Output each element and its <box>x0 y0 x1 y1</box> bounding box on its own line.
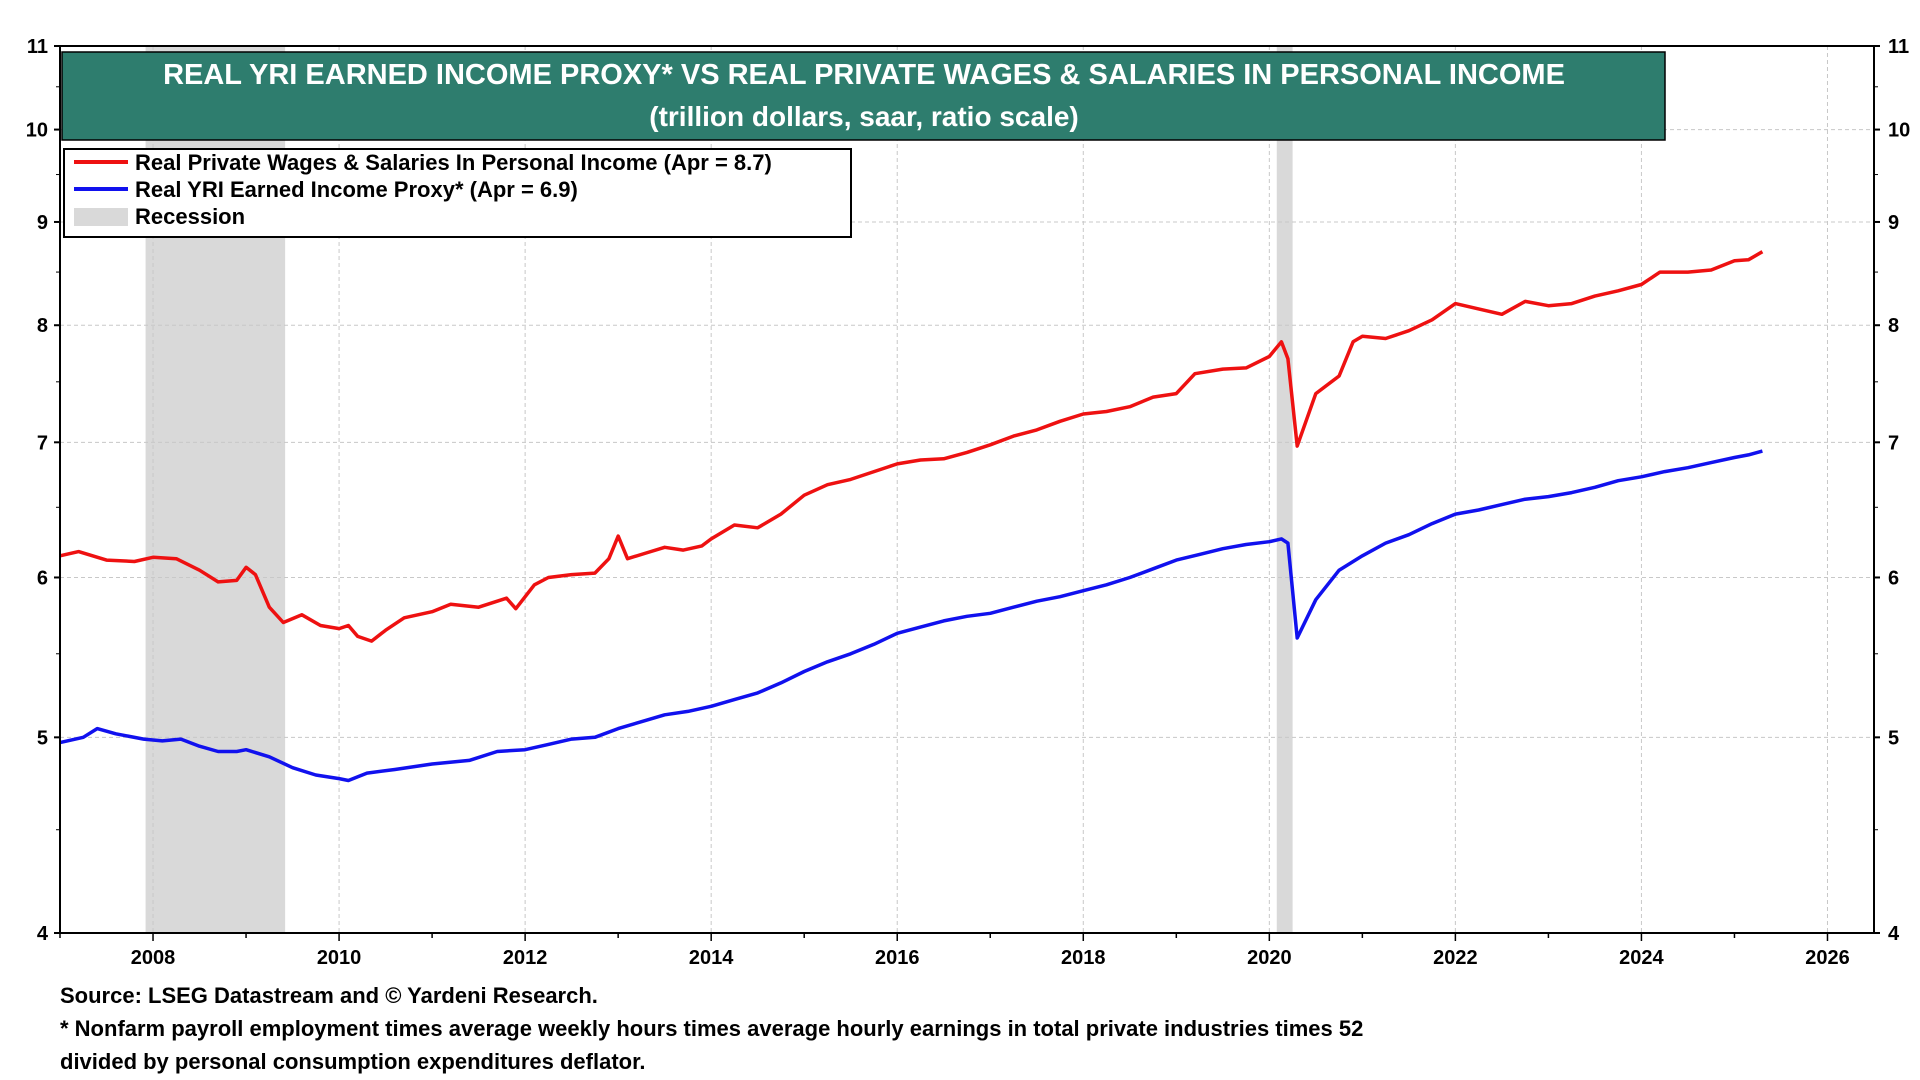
footnote-line-2: divided by personal consumption expendit… <box>60 1049 646 1074</box>
series-line-proxy <box>59 449 1763 783</box>
legend-label-recession: Recession <box>135 204 245 229</box>
x-tick-label: 2008 <box>131 947 176 969</box>
x-tick-label: 2024 <box>1619 947 1664 969</box>
series-lines <box>59 250 1764 783</box>
y-tick-label-right: 6 <box>1888 567 1899 589</box>
x-tick-label: 2016 <box>875 947 920 969</box>
x-tick-label: 2018 <box>1061 947 1106 969</box>
series-line-wages <box>59 250 1764 643</box>
chart-title: REAL YRI EARNED INCOME PROXY* VS REAL PR… <box>163 59 1565 91</box>
x-axis-ticks: 2008 2010 2012 2014 2016 2018 2020 2022 2024 2026 <box>59 933 1850 969</box>
title-background <box>61 51 1666 141</box>
y-axis-ticks: 4 4 5 5 6 6 7 7 8 8 9 9 10 10 11 11 <box>26 36 1911 945</box>
x-tick-label: 2022 <box>1433 947 1478 969</box>
legend-label-wages: Real Private Wages & Salaries In Persona… <box>135 150 772 175</box>
plot-frame <box>59 45 1875 934</box>
x-tick-label: 2014 <box>689 947 734 969</box>
y-tick-label-right: 4 <box>1888 923 1900 945</box>
y-tick-label-right: 7 <box>1888 432 1899 454</box>
legend-box <box>63 148 852 238</box>
legend-label-proxy: Real YRI Earned Income Proxy* (Apr = 6.9… <box>135 177 578 202</box>
y-tick-label-right: 8 <box>1888 315 1899 337</box>
legend: Real Private Wages & Salaries In Persona… <box>63 148 852 238</box>
y-tick-label-right: 11 <box>1888 36 1909 58</box>
y-tick-label-left: 11 <box>27 36 48 58</box>
y-tick-label-left: 8 <box>37 315 48 337</box>
title-box: REAL YRI EARNED INCOME PROXY* VS REAL PR… <box>61 51 1666 141</box>
y-tick-label-left: 5 <box>37 727 48 749</box>
y-tick-label-left: 4 <box>37 923 49 945</box>
x-tick-label: 2020 <box>1247 947 1292 969</box>
y-tick-label-right: 10 <box>1888 120 1910 142</box>
x-tick-label: 2010 <box>317 947 362 969</box>
source-note: Source: LSEG Datastream and © Yardeni Re… <box>60 983 598 1008</box>
footnote-line-1: * Nonfarm payroll employment times avera… <box>60 1016 1364 1041</box>
legend-swatch-recession <box>74 208 128 226</box>
y-tick-label-left: 9 <box>37 212 48 234</box>
y-tick-label-right: 9 <box>1888 212 1899 234</box>
chart-subtitle: (trillion dollars, saar, ratio scale) <box>649 101 1079 132</box>
recession-band-1 <box>1276 46 1293 933</box>
y-tick-label-left: 7 <box>37 432 48 454</box>
x-tick-label: 2012 <box>503 947 548 969</box>
y-tick-label-left: 10 <box>26 120 48 142</box>
y-tick-label-left: 6 <box>37 567 48 589</box>
y-tick-label-right: 5 <box>1888 727 1899 749</box>
x-tick-label: 2026 <box>1805 947 1850 969</box>
